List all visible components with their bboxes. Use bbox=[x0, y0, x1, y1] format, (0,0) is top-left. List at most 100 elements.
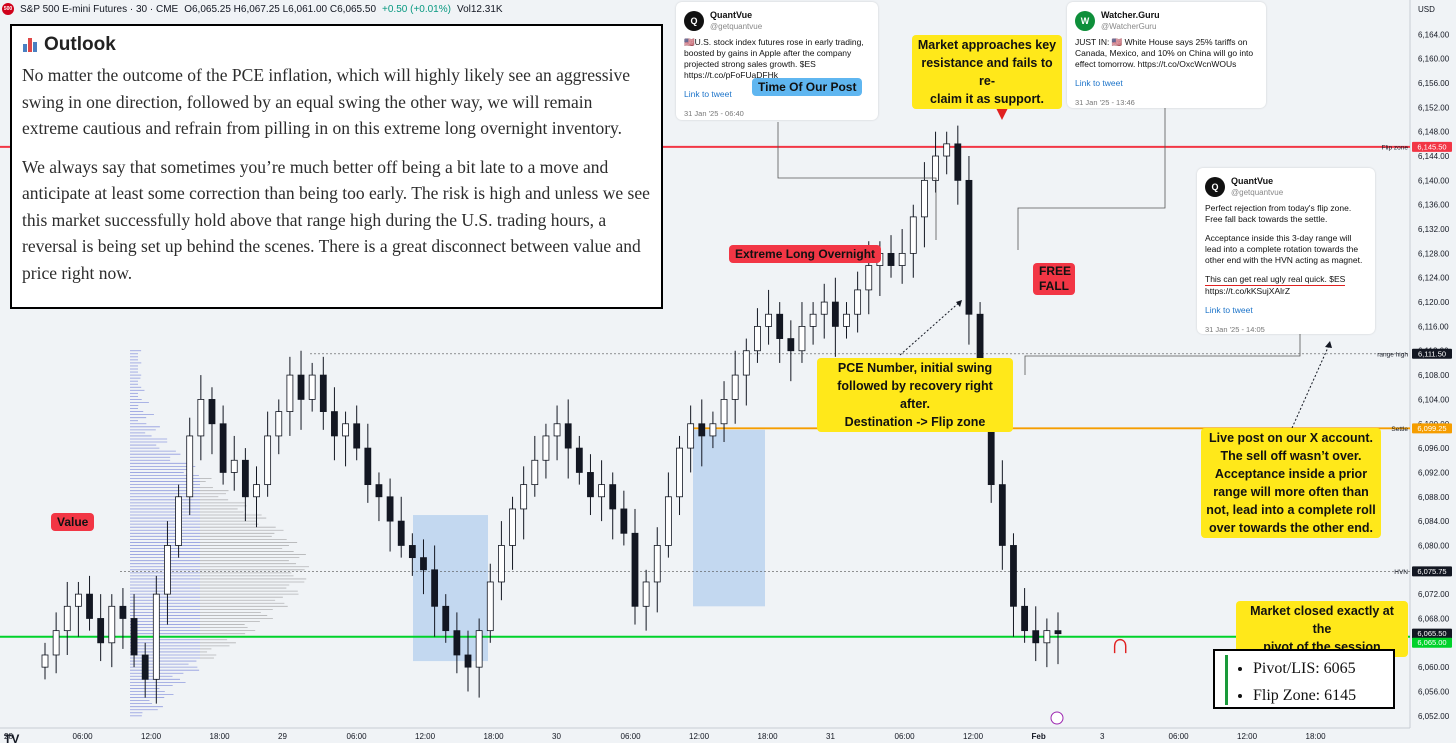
candle-body bbox=[52, 630, 60, 656]
tweet-date: 31 Jan '25 - 13:46 bbox=[1075, 98, 1135, 107]
tweet-link[interactable]: Link to tweet bbox=[1075, 78, 1123, 88]
price-tick-label: 6,072.00 bbox=[1418, 590, 1450, 599]
candle-body bbox=[197, 399, 205, 437]
tweet1-connector bbox=[777, 122, 937, 240]
time-tick-label: 28 bbox=[4, 732, 13, 741]
currency-label[interactable]: USD bbox=[1418, 5, 1435, 14]
price-tick-label: 6,152.00 bbox=[1418, 103, 1450, 112]
free-fall-tag: FREE FALL bbox=[1033, 263, 1075, 295]
candle-body bbox=[698, 423, 706, 437]
time-tick-label: 18:00 bbox=[1306, 732, 1327, 741]
tweet-text-3: This can get real ugly real quick. $ES bbox=[1205, 274, 1346, 286]
price-tick-label: 6,116.00 bbox=[1418, 322, 1449, 331]
candle-body bbox=[442, 605, 450, 632]
candle-body bbox=[375, 484, 383, 498]
price-tick-label: 6,148.00 bbox=[1418, 128, 1450, 137]
time-tick-label: 12:00 bbox=[1237, 732, 1258, 741]
candle-body bbox=[208, 399, 216, 425]
live-post-arrow bbox=[1291, 342, 1331, 429]
time-tick-label: 3 bbox=[1100, 732, 1105, 741]
flip-zone-item: Flip Zone: 6145 bbox=[1253, 682, 1356, 709]
candle-body bbox=[765, 313, 772, 327]
candle-body bbox=[420, 557, 427, 571]
price-tick-label: 6,164.00 bbox=[1418, 30, 1450, 39]
outlook-paragraph-1: No matter the outcome of the PCE inflati… bbox=[22, 65, 630, 138]
price-tag-label: 6,099.25 bbox=[1417, 424, 1446, 433]
candle-body bbox=[887, 252, 895, 266]
candle-body bbox=[587, 472, 594, 498]
candle-body bbox=[820, 301, 828, 315]
tweet-text-2: Acceptance inside this 3-day range will … bbox=[1205, 233, 1363, 265]
tweet-text: 🇺🇸U.S. stock index futures rose in early… bbox=[684, 37, 864, 80]
volume-readout: Vol12.31K bbox=[456, 3, 503, 15]
time-tick-label: 12:00 bbox=[963, 732, 984, 741]
tweet-handle: @WatcherGuru bbox=[1101, 22, 1157, 31]
time-tick-label: Feb bbox=[1032, 732, 1046, 741]
tweet-link[interactable]: Link to tweet bbox=[684, 89, 732, 99]
time-tick-label: 18:00 bbox=[758, 732, 779, 741]
candle-body bbox=[353, 423, 361, 449]
level-label: Settle bbox=[1391, 426, 1408, 433]
tweet-author: Watcher.Guru bbox=[1101, 10, 1160, 20]
outlook-panel: Outlook No matter the outcome of the PCE… bbox=[10, 24, 663, 309]
price-tick-label: 6,136.00 bbox=[1418, 201, 1450, 210]
range-box-2 bbox=[693, 429, 765, 607]
time-tick-label: 29 bbox=[278, 732, 287, 741]
price-tag-label: 6,145.50 bbox=[1417, 142, 1446, 151]
candle-body bbox=[397, 520, 405, 546]
pce-arrow bbox=[899, 299, 963, 356]
candle-body bbox=[464, 654, 472, 668]
tweet-text: JUST IN: 🇺🇸 White House says 25% tariffs… bbox=[1075, 37, 1254, 69]
pivot-item: Pivot/LIS: 6065 bbox=[1253, 655, 1356, 682]
watcherguru-avatar-icon: W bbox=[1075, 11, 1095, 31]
candle-body bbox=[1043, 630, 1051, 644]
tweet-date: 31 Jan '25 - 14:05 bbox=[1205, 325, 1265, 334]
level-label: Flip zone bbox=[1382, 144, 1409, 151]
tweet-card-quantvue-2[interactable]: Q QuantVue @getquantvue Perfect rejectio… bbox=[1197, 168, 1375, 334]
price-tag-label: 6,065.00 bbox=[1417, 638, 1446, 647]
price-axis-bg bbox=[1410, 0, 1456, 743]
tweet-card-watcherguru[interactable]: W Watcher.Guru @WatcherGuru JUST IN: 🇺🇸 … bbox=[1067, 2, 1266, 108]
time-tick-label: 06:00 bbox=[1169, 732, 1190, 741]
candle-body bbox=[676, 447, 683, 498]
candle-body bbox=[620, 508, 628, 534]
tweet-card-quantvue-1[interactable]: Q QuantVue @getquantvue 🇺🇸U.S. stock ind… bbox=[676, 2, 878, 120]
candle-body bbox=[631, 532, 639, 607]
candle-body bbox=[854, 289, 862, 315]
candle-body bbox=[453, 630, 461, 656]
price-tick-label: 6,120.00 bbox=[1418, 298, 1450, 307]
candle-body bbox=[720, 399, 728, 425]
quantvue-avatar-icon: Q bbox=[1205, 177, 1225, 197]
price-tick-label: 6,104.00 bbox=[1418, 395, 1450, 404]
candle-body bbox=[119, 605, 127, 619]
candle-body bbox=[219, 423, 227, 473]
candle-body bbox=[909, 216, 917, 254]
live-post-note: Live post on our X account. The sell off… bbox=[1201, 428, 1381, 538]
price-tick-label: 6,096.00 bbox=[1418, 444, 1450, 453]
candle-body bbox=[509, 508, 516, 546]
time-tick-label: 31 bbox=[826, 732, 835, 741]
candle-body bbox=[965, 179, 973, 315]
time-tick-label: 12:00 bbox=[141, 732, 162, 741]
tweet-author: QuantVue bbox=[1231, 176, 1274, 186]
candle-body bbox=[319, 374, 327, 412]
tweet3-connector bbox=[1024, 334, 1301, 375]
pivot-summary-box: Pivot/LIS: 6065 Flip Zone: 6145 bbox=[1213, 649, 1395, 709]
candle-body bbox=[342, 423, 349, 437]
price-tick-label: 6,056.00 bbox=[1418, 687, 1450, 696]
pce-note: PCE Number, initial swing followed by re… bbox=[817, 358, 1013, 432]
tweet2-connector bbox=[1017, 108, 1166, 250]
time-tick-label: 30 bbox=[552, 732, 561, 741]
symbol-title[interactable]: S&P 500 E-mini Futures · 30 · CME bbox=[20, 3, 179, 15]
price-tick-label: 6,128.00 bbox=[1418, 249, 1450, 258]
candle-body bbox=[275, 411, 283, 437]
tweet-link[interactable]: Link to tweet bbox=[1205, 305, 1253, 315]
candle-body bbox=[331, 411, 338, 437]
candle-body bbox=[264, 435, 272, 486]
level-label: range high bbox=[1377, 351, 1408, 358]
candle-body bbox=[164, 545, 171, 595]
candle-body bbox=[809, 313, 817, 327]
time-tick-label: 18:00 bbox=[484, 732, 505, 741]
